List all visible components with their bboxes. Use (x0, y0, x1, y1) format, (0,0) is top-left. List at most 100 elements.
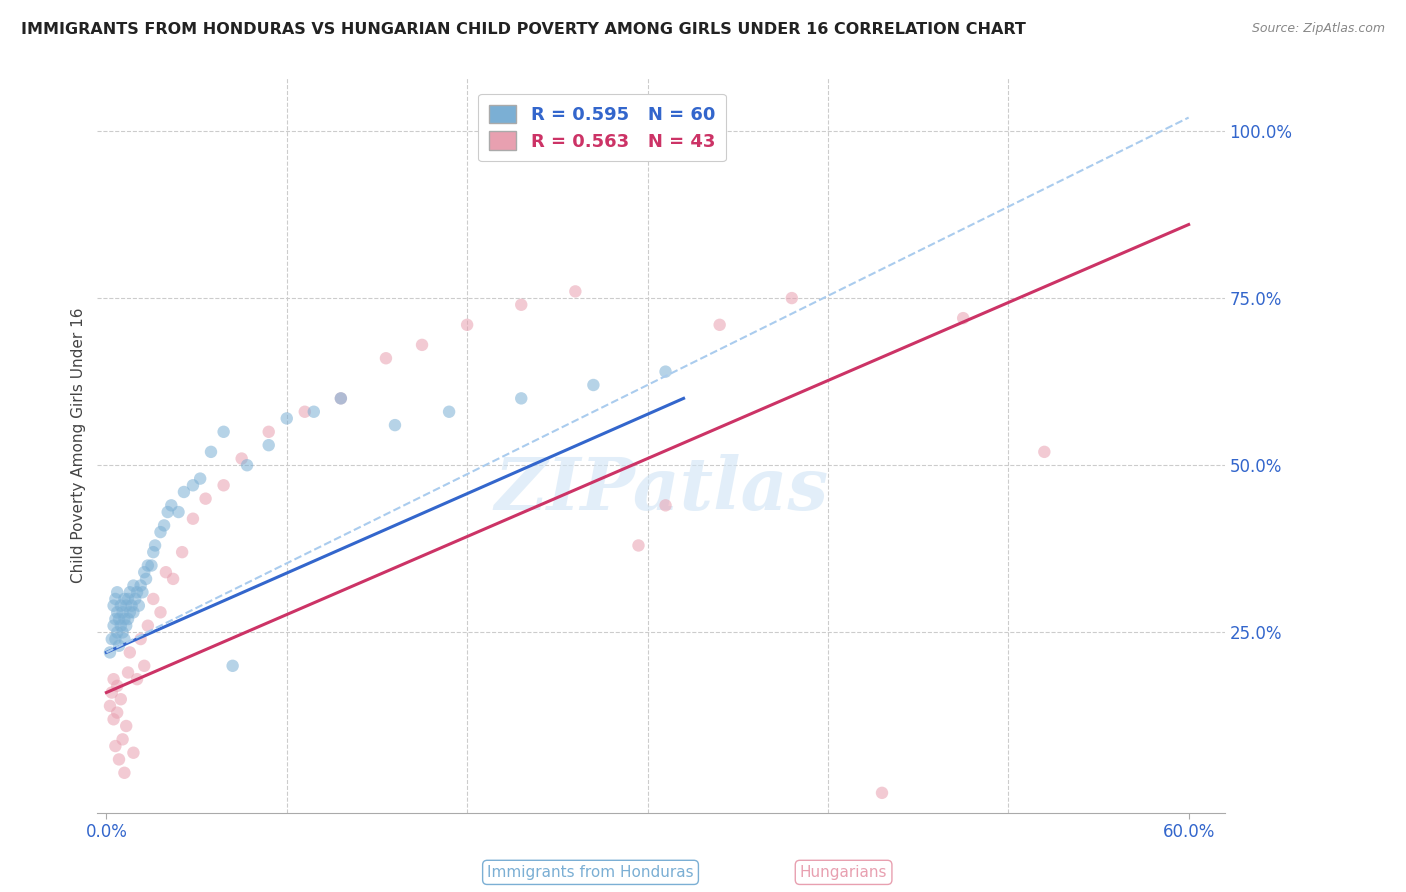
Text: Source: ZipAtlas.com: Source: ZipAtlas.com (1251, 22, 1385, 36)
Point (125, 672, 148, 686)
Point (112, 632, 135, 646)
Point (257, 438, 280, 452)
Point (105, 625, 128, 640)
Point (110, 692, 132, 706)
Point (122, 605, 145, 619)
Point (221, 658, 243, 673)
Point (276, 411, 298, 425)
Point (131, 585, 153, 599)
Point (437, 405, 460, 419)
Point (105, 679, 128, 693)
Text: Hungarians: Hungarians (800, 865, 887, 880)
Point (118, 645, 141, 659)
Point (122, 578, 145, 592)
Point (104, 612, 127, 626)
Point (121, 599, 143, 613)
Point (236, 458, 259, 473)
Point (564, 285, 586, 299)
Point (105, 585, 128, 599)
Point (108, 639, 131, 653)
Legend: R = 0.595   N = 60, R = 0.563   N = 43: R = 0.595 N = 60, R = 0.563 N = 43 (478, 94, 725, 161)
Point (329, 392, 352, 406)
Point (111, 732, 134, 747)
Point (142, 591, 165, 606)
Point (103, 599, 125, 613)
Point (104, 739, 127, 753)
Point (456, 318, 478, 332)
Point (302, 405, 325, 419)
Point (124, 591, 146, 606)
Point (141, 558, 163, 573)
Point (98, 645, 121, 659)
Point (115, 599, 138, 613)
Point (101, 632, 124, 646)
Point (167, 505, 190, 519)
Point (129, 578, 152, 592)
Point (129, 632, 152, 646)
Point (142, 545, 165, 559)
Point (194, 491, 217, 506)
Text: Immigrants from Honduras: Immigrants from Honduras (488, 865, 693, 880)
Point (231, 451, 253, 466)
Point (108, 612, 131, 626)
Point (125, 585, 148, 599)
Point (101, 685, 124, 699)
Point (173, 485, 195, 500)
Point (104, 632, 127, 646)
Point (153, 518, 176, 533)
Point (112, 765, 135, 780)
Point (181, 512, 204, 526)
Point (375, 351, 398, 366)
Point (103, 618, 125, 632)
Point (105, 605, 128, 619)
Point (128, 599, 150, 613)
Point (155, 565, 177, 579)
Point (104, 591, 127, 606)
Point (510, 298, 533, 312)
Point (780, 291, 803, 305)
Point (149, 605, 172, 619)
Point (118, 605, 141, 619)
Point (188, 472, 211, 486)
Point (115, 719, 138, 733)
Point (134, 565, 156, 579)
Point (117, 612, 139, 626)
Point (709, 318, 731, 332)
Point (112, 612, 135, 626)
Point (411, 338, 433, 352)
Point (181, 478, 204, 492)
Point (135, 572, 157, 586)
Point (200, 445, 222, 459)
Text: IMMIGRANTS FROM HONDURAS VS HUNGARIAN CHILD POVERTY AMONG GIRLS UNDER 16 CORRELA: IMMIGRANTS FROM HONDURAS VS HUNGARIAN CH… (21, 22, 1026, 37)
Point (212, 425, 235, 439)
Point (136, 618, 159, 632)
Point (257, 425, 280, 439)
Point (329, 392, 352, 406)
Point (134, 658, 156, 673)
Point (384, 418, 406, 433)
Point (117, 591, 139, 606)
Point (952, 311, 974, 326)
Point (582, 378, 605, 392)
Point (172, 545, 194, 559)
Y-axis label: Child Poverty Among Girls Under 16: Child Poverty Among Girls Under 16 (72, 308, 86, 582)
Point (111, 605, 134, 619)
Point (160, 499, 183, 513)
Point (1033, 445, 1056, 459)
Point (870, 786, 893, 800)
Point (627, 539, 650, 553)
Point (118, 585, 141, 599)
Point (149, 525, 172, 540)
Point (162, 572, 184, 586)
Point (111, 625, 134, 640)
Point (143, 539, 166, 553)
Point (108, 752, 131, 766)
Point (117, 665, 139, 680)
Point (112, 591, 135, 606)
Point (654, 365, 676, 379)
Point (212, 478, 235, 492)
Point (98, 698, 121, 713)
Point (654, 499, 676, 513)
Point (105, 706, 128, 720)
Point (510, 392, 533, 406)
